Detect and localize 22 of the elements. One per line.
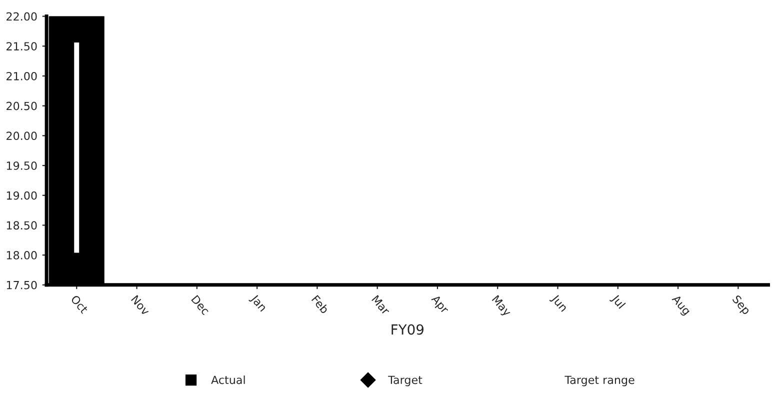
x-tick-label: Sep — [730, 294, 752, 316]
legend-label: Target — [388, 376, 422, 386]
x-tick-label: Oct — [70, 294, 89, 314]
y-tick-label: 19.00 — [6, 191, 37, 200]
y-tick-label: 18.50 — [6, 221, 37, 230]
y-tick-label: 22.00 — [6, 12, 37, 21]
y-tick-label: 21.50 — [6, 42, 37, 51]
y-tick-label: 20.50 — [6, 102, 37, 110]
y-tick-label: 18.00 — [6, 251, 37, 260]
y-tick-label: 21.00 — [6, 72, 37, 80]
x-tick-label: Jul — [609, 293, 626, 310]
x-tick-label: Mar — [371, 294, 391, 316]
text: Target range — [564, 376, 634, 386]
x-axis-title: FY09 — [392, 324, 424, 335]
x-tick-label: Jan — [248, 294, 268, 314]
x-tick-label: Jun — [549, 294, 568, 314]
x-tick-label: Feb — [311, 294, 330, 314]
x-tick-label: Apr — [429, 294, 450, 316]
legend-label: Actual — [211, 375, 245, 384]
y-tick-label: 19.50 — [6, 161, 37, 170]
y-tick-label: 20.00 — [6, 132, 37, 140]
y-tick-label: 17.50 — [6, 280, 37, 290]
